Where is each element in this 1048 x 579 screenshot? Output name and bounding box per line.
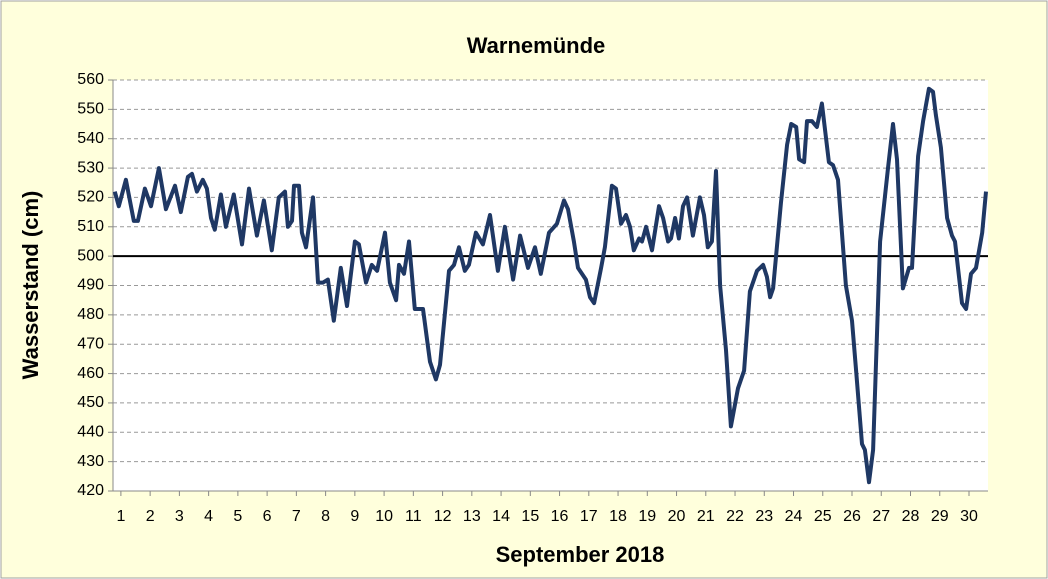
x-tick-label: 2 <box>146 508 155 525</box>
y-tick-label: 460 <box>77 365 104 382</box>
chart-title: Warnemünde <box>467 33 606 58</box>
x-tick-label: 22 <box>726 508 744 525</box>
y-tick-label: 490 <box>77 277 104 294</box>
x-tick-label: 8 <box>321 508 330 525</box>
x-tick-label: 14 <box>492 508 510 525</box>
y-tick-label: 430 <box>77 453 104 470</box>
x-tick-label: 19 <box>638 508 656 525</box>
x-tick-label: 17 <box>580 508 598 525</box>
y-tick-label: 510 <box>77 218 104 235</box>
x-tick-label: 6 <box>263 508 272 525</box>
x-tick-label: 4 <box>204 508 213 525</box>
y-tick-label: 530 <box>77 159 104 176</box>
x-tick-label: 24 <box>785 508 803 525</box>
y-tick-label: 420 <box>77 482 104 499</box>
x-tick-label: 1 <box>116 508 125 525</box>
x-tick-label: 5 <box>233 508 242 525</box>
data-line <box>112 86 988 485</box>
y-tick-label: 560 <box>77 71 104 88</box>
y-tick-label: 480 <box>77 306 104 323</box>
x-tick-label: 7 <box>292 508 301 525</box>
x-tick-label: 9 <box>350 508 359 525</box>
x-tick-label: 26 <box>843 508 861 525</box>
y-tick-label: 520 <box>77 189 104 206</box>
x-tick-label: 30 <box>960 508 978 525</box>
y-tick-label: 450 <box>77 394 104 411</box>
y-tick-label: 540 <box>77 130 104 147</box>
x-tick-label: 18 <box>609 508 627 525</box>
x-tick-label: 11 <box>405 508 422 525</box>
x-tick-label: 3 <box>175 508 184 525</box>
x-tick-label: 29 <box>931 508 949 525</box>
y-tick-label: 550 <box>77 101 104 118</box>
x-tick-label: 23 <box>755 508 773 525</box>
y-axis-label: Wasserstand (cm) <box>18 191 43 380</box>
x-tick-label: 15 <box>521 508 539 525</box>
x-tick-label: 27 <box>872 508 890 525</box>
y-tick-label: 500 <box>77 247 104 264</box>
x-tick-label: 21 <box>697 508 715 525</box>
x-tick-label: 25 <box>814 508 832 525</box>
y-tick-label: 440 <box>77 424 104 441</box>
x-tick-label: 12 <box>434 508 452 525</box>
x-axis-label: September 2018 <box>496 542 665 567</box>
x-tick-label: 10 <box>375 508 393 525</box>
x-tick-label: 16 <box>551 508 569 525</box>
y-tick-label: 470 <box>77 335 104 352</box>
x-tick-label: 13 <box>463 508 481 525</box>
x-tick-label: 28 <box>902 508 920 525</box>
x-tick-label: 20 <box>668 508 686 525</box>
